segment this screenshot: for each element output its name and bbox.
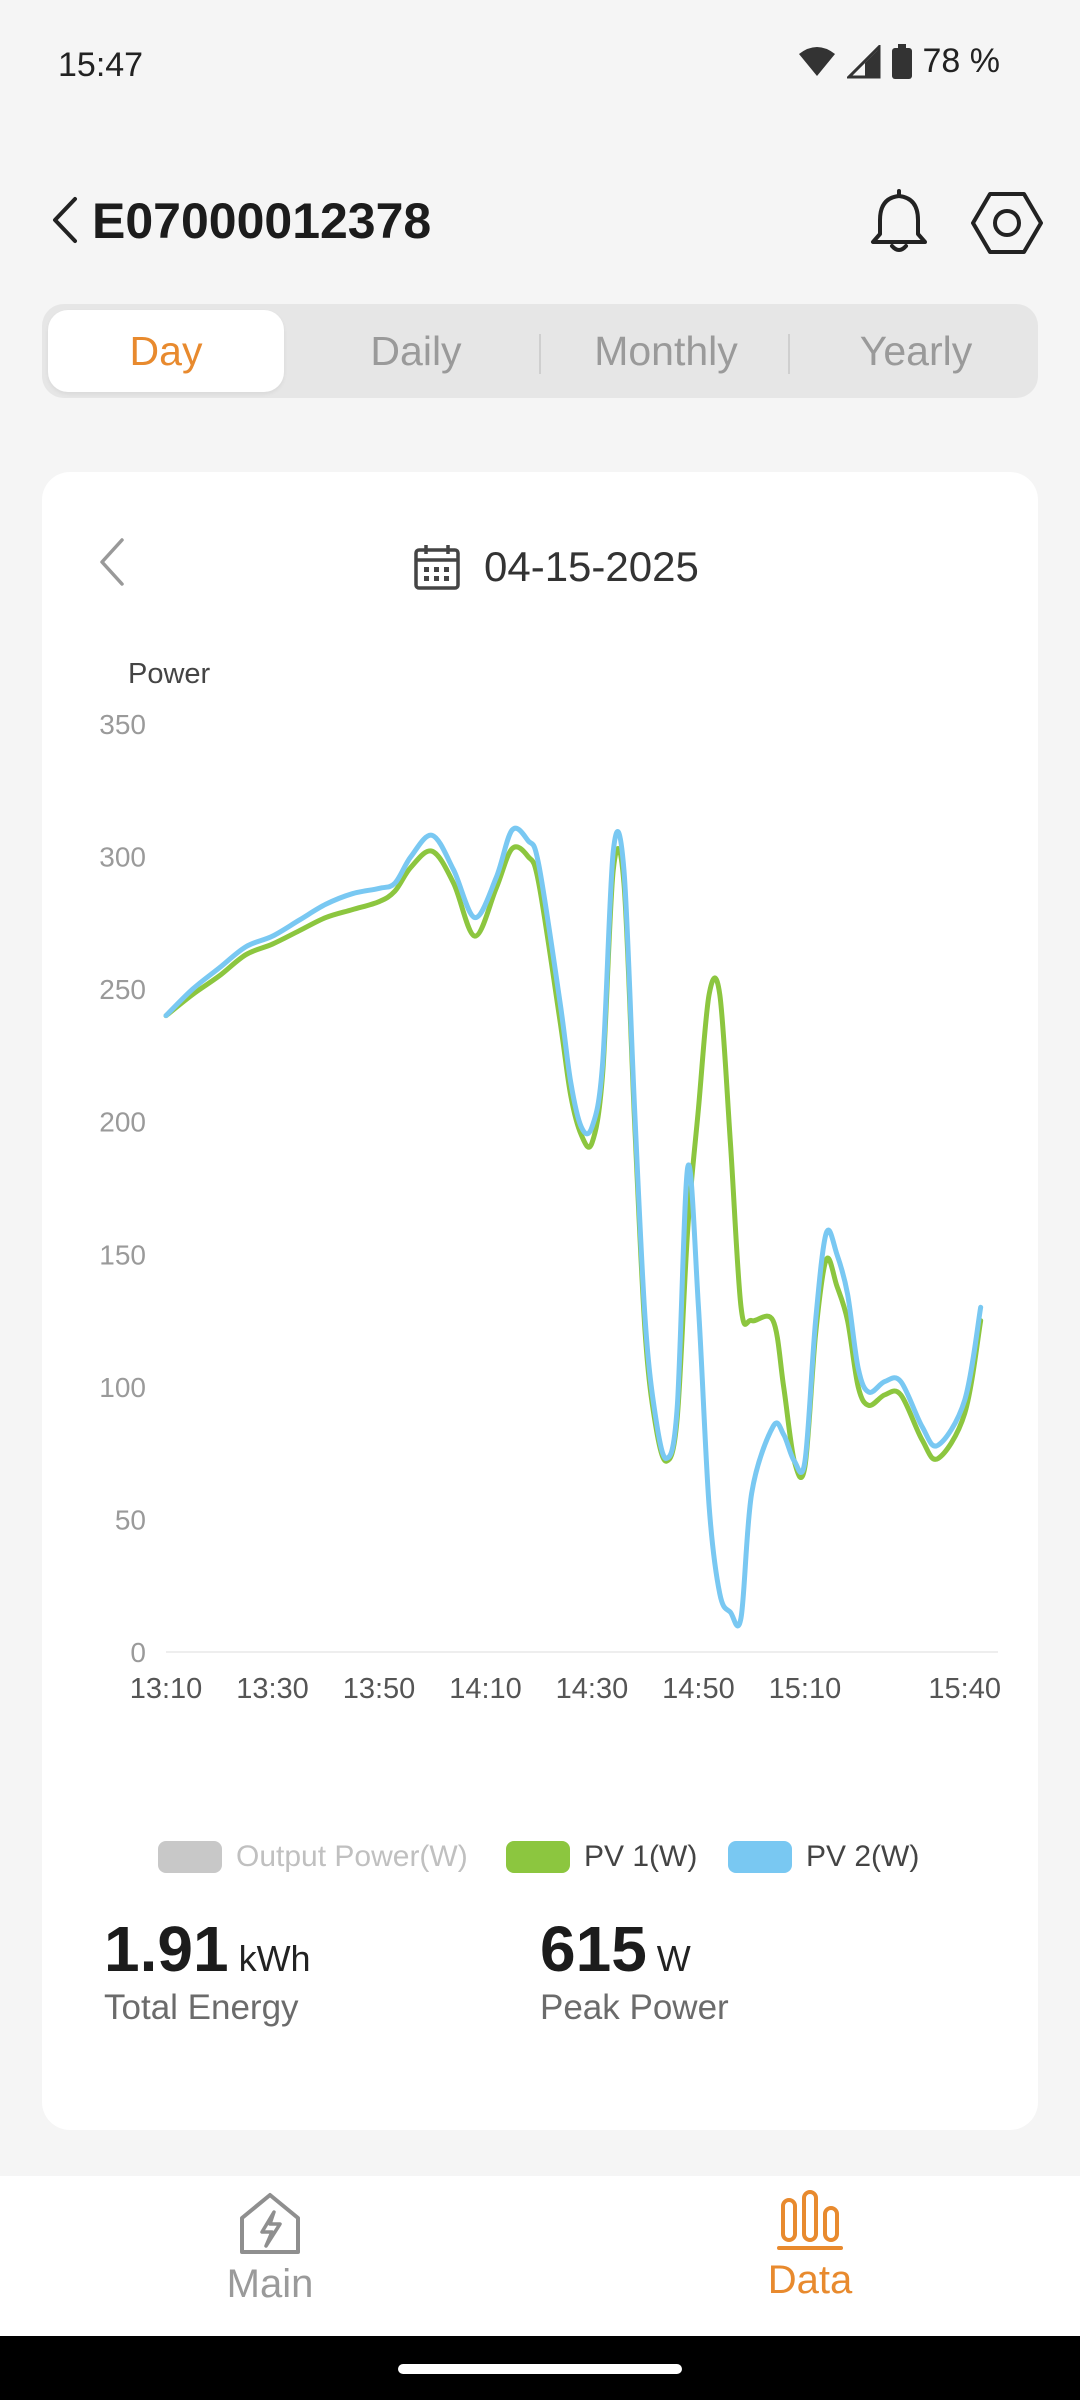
signal-icon [846, 44, 880, 78]
y-tick-label: 250 [99, 974, 146, 1005]
legend-item-pv1[interactable]: PV 1(W) [506, 1832, 697, 1882]
legend-label: PV 1(W) [584, 1840, 698, 1873]
y-tick-label: 300 [99, 842, 146, 873]
y-tick-label: 100 [99, 1372, 146, 1403]
y-tick-label: 200 [99, 1107, 146, 1138]
status-icons: 78 % [797, 42, 1001, 81]
legend-item-output-power[interactable]: Output Power(W) [158, 1832, 468, 1882]
gesture-bar [0, 2336, 1080, 2400]
x-tick-label: 15:40 [928, 1673, 1001, 1702]
header: E07000012378 [0, 170, 1080, 270]
x-tick-label: 13:30 [236, 1673, 309, 1702]
home-bolt-icon [240, 2193, 300, 2254]
selected-date: 04-15-2025 [484, 543, 699, 590]
legend-swatch [728, 1841, 792, 1873]
y-tick-label: 0 [130, 1637, 146, 1668]
y-tick-label: 50 [115, 1504, 146, 1535]
tab-yearly[interactable]: Yearly [859, 327, 973, 374]
page-title: E07000012378 [92, 193, 432, 249]
nav-data[interactable]: Data [660, 2190, 960, 2330]
legend-swatch [158, 1841, 222, 1873]
pv1-series-line [163, 844, 984, 1481]
tab-monthly[interactable]: Monthly [594, 327, 738, 374]
back-icon [53, 197, 77, 243]
chart-legend: Output Power(W) PV 1(W) PV 2(W) [42, 1832, 1038, 1882]
period-tabs: Day Daily Monthly Yearly [42, 304, 1038, 398]
peak-power-label: Peak Power [540, 1988, 729, 2027]
power-chart: Power 0 50 100 150 200 250 300 350 13:10 13:30 13:5… [42, 652, 1038, 1705]
tab-divider [788, 334, 790, 374]
total-energy-stat: 1.91 kWh Total Energy [104, 1912, 311, 2028]
status-bar: 15:47 78 % [0, 0, 1080, 130]
legend-item-pv2[interactable]: PV 2(W) [728, 1832, 919, 1882]
data-card: 04-15-2025 Power 0 50 100 150 200 250 300 350 13:… [42, 472, 1038, 2130]
chart-svg: Power 0 50 100 150 200 250 300 350 13:10 13:30 13:5… [99, 658, 1001, 1705]
x-tick-label: 13:10 [130, 1673, 203, 1702]
settings-button[interactable] [970, 186, 1044, 260]
bar-chart-icon [777, 2190, 843, 2250]
peak-power-unit: W [656, 1938, 691, 1979]
y-tick-label: 350 [99, 709, 146, 740]
x-tick-label: 14:50 [662, 1673, 735, 1702]
x-tick-label: 14:10 [449, 1673, 522, 1702]
bottom-nav: Main Data [0, 2176, 1080, 2336]
date-picker[interactable]: 04-15-2025 [412, 532, 699, 602]
back-button[interactable] [44, 190, 84, 250]
peak-power-stat: 615 W Peak Power [540, 1912, 729, 2028]
legend-label: Output Power(W) [236, 1840, 468, 1873]
previous-date-button[interactable] [92, 532, 142, 602]
total-energy-unit: kWh [238, 1938, 311, 1979]
y-axis-title: Power [128, 658, 211, 690]
wifi-icon [798, 46, 835, 76]
peak-power-value: 615 [540, 1913, 647, 1985]
tab-divider [539, 334, 541, 374]
x-tick-label: 14:30 [556, 1673, 629, 1702]
nav-main[interactable]: Main [120, 2190, 420, 2330]
notifications-button[interactable] [864, 188, 934, 258]
tab-daily[interactable]: Daily [370, 327, 462, 374]
pv2-series-line [163, 825, 984, 1629]
total-energy-label: Total Energy [104, 1988, 299, 2027]
nav-label: Main [226, 2262, 314, 2306]
settings-icon [971, 192, 1043, 254]
status-time: 15:47 [58, 46, 144, 84]
total-energy-value: 1.91 [104, 1913, 229, 1985]
calendar-icon [414, 545, 460, 590]
x-tick-label: 15:10 [769, 1673, 842, 1702]
legend-label: PV 2(W) [806, 1840, 920, 1873]
nav-label: Data [767, 2258, 853, 2302]
battery-percent: 78 % [922, 42, 1001, 80]
chevron-left-icon [100, 538, 124, 586]
legend-swatch [506, 1841, 570, 1873]
battery-icon [891, 43, 912, 79]
bell-icon [871, 189, 927, 252]
tab-day[interactable]: Day [48, 310, 284, 392]
home-gesture-handle[interactable] [398, 2364, 682, 2374]
y-tick-label: 150 [99, 1239, 146, 1270]
x-tick-label: 13:50 [343, 1673, 416, 1702]
